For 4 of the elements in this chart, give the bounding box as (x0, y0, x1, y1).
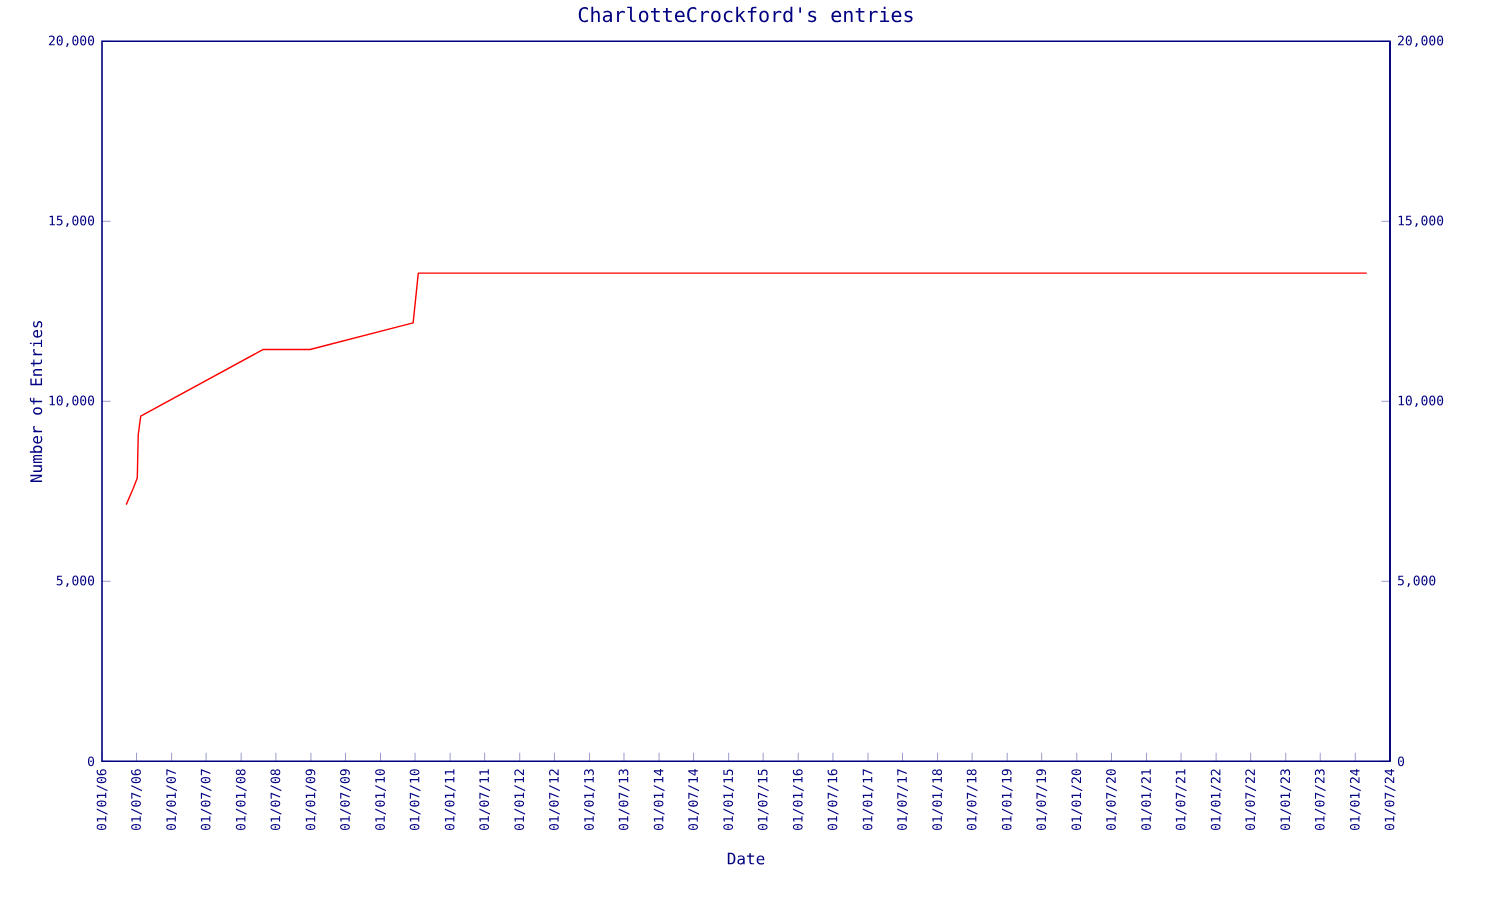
x-axis-title: Date (727, 853, 765, 865)
y-axis-title: Number of Entries (29, 321, 43, 483)
line-series (125, 272, 1368, 506)
chart-title: CharlotteCrockford's entries (578, 6, 913, 23)
